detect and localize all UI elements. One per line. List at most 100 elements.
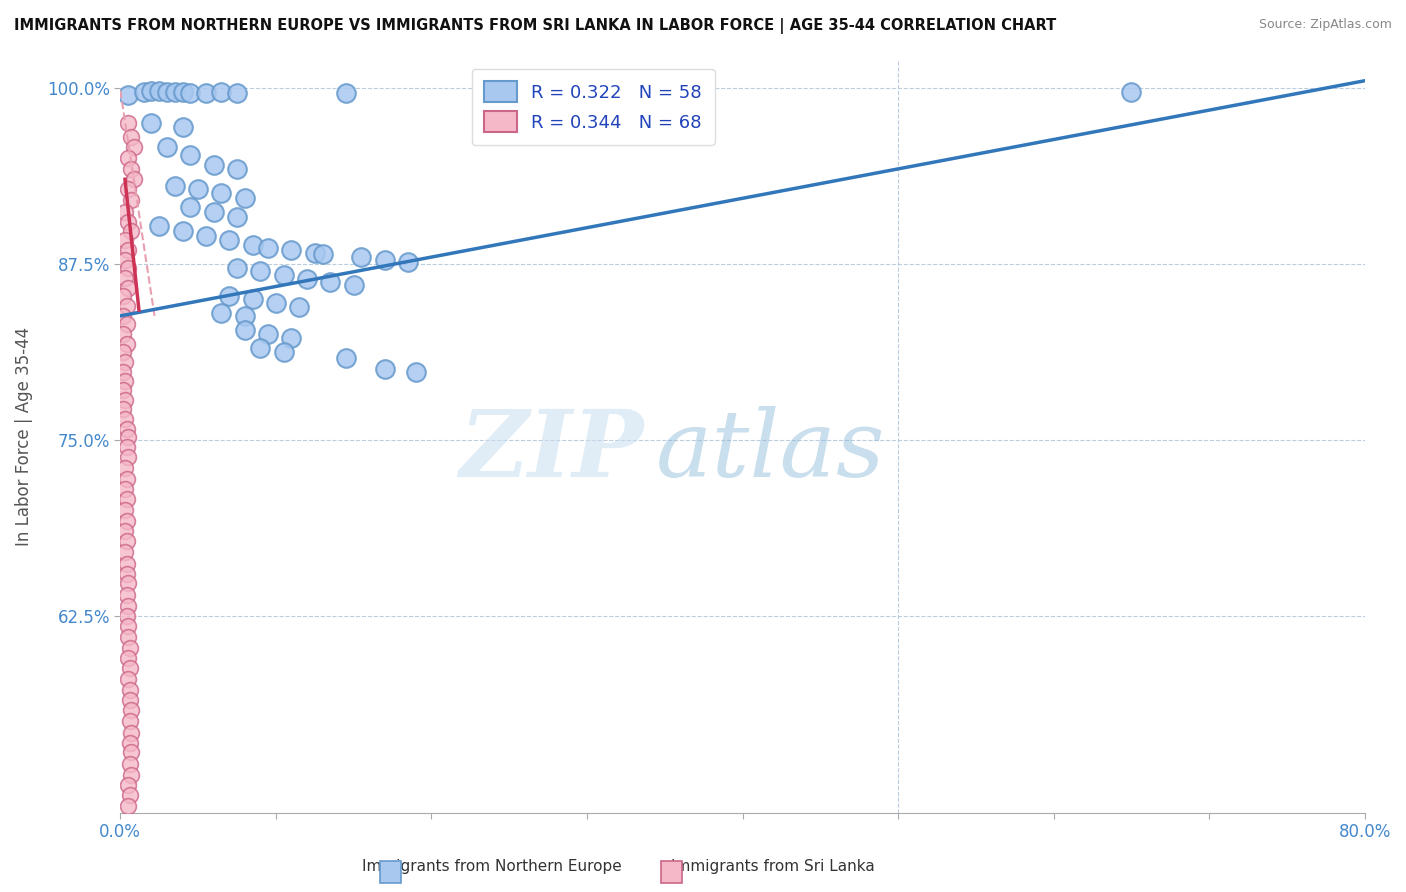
Point [114, 482, 136, 496]
Point [273, 345, 295, 359]
Point [280, 243, 302, 257]
Point [115, 440, 138, 454]
Point [117, 243, 139, 257]
Point [124, 140, 146, 154]
Point [226, 260, 249, 275]
Point [257, 327, 280, 342]
Point [233, 309, 256, 323]
Point [118, 683, 141, 698]
Point [226, 162, 249, 177]
Point [264, 296, 287, 310]
Point [156, 140, 179, 154]
Point [115, 472, 138, 486]
Point [117, 778, 139, 792]
Point [114, 252, 136, 267]
Point [179, 87, 201, 101]
Point [242, 292, 264, 306]
Point [233, 323, 256, 337]
Point [124, 172, 146, 186]
Point [163, 179, 186, 194]
Point [114, 524, 136, 539]
Point [115, 491, 138, 506]
Point [117, 260, 139, 275]
Point [295, 272, 318, 286]
Point [114, 503, 136, 517]
Point [194, 87, 217, 101]
Point [112, 384, 135, 398]
Point [114, 270, 136, 285]
Point [156, 85, 179, 99]
Text: Source: ZipAtlas.com: Source: ZipAtlas.com [1258, 18, 1392, 31]
Point [117, 87, 139, 102]
Point [114, 204, 136, 219]
Point [249, 264, 271, 278]
Point [112, 289, 135, 303]
Point [114, 545, 136, 559]
Point [115, 421, 138, 435]
Point [115, 566, 138, 581]
Point [120, 703, 142, 717]
Point [120, 194, 142, 208]
Point [118, 641, 141, 656]
Point [374, 362, 396, 376]
Point [141, 116, 163, 130]
Point [120, 162, 142, 177]
Point [202, 158, 225, 172]
Point [114, 233, 136, 247]
Point [172, 85, 194, 99]
Point [179, 148, 201, 162]
Point [114, 374, 136, 388]
Point [141, 84, 163, 98]
Point [311, 247, 333, 261]
Point [592, 87, 614, 101]
Point [396, 255, 419, 269]
Text: Immigrants from Northern Europe: Immigrants from Northern Europe [363, 859, 621, 874]
Point [202, 204, 225, 219]
Point [319, 275, 342, 289]
Point [114, 411, 136, 425]
Text: IMMIGRANTS FROM NORTHERN EUROPE VS IMMIGRANTS FROM SRI LANKA IN LABOR FORCE | AG: IMMIGRANTS FROM NORTHERN EUROPE VS IMMIG… [14, 18, 1056, 34]
Point [115, 557, 138, 571]
Point [280, 331, 302, 345]
Point [118, 693, 141, 707]
Point [179, 201, 201, 215]
Point [117, 630, 139, 644]
Legend: R = 0.322   N = 58, R = 0.344   N = 68: R = 0.322 N = 58, R = 0.344 N = 68 [472, 69, 714, 145]
Point [335, 87, 357, 101]
Point [117, 151, 139, 165]
Point [115, 608, 138, 623]
Point [117, 618, 139, 632]
Point [120, 130, 142, 145]
Point [117, 281, 139, 295]
Point [115, 318, 138, 332]
Point [218, 233, 240, 247]
Point [249, 341, 271, 355]
Point [117, 430, 139, 444]
Point [120, 224, 142, 238]
Point [115, 337, 138, 351]
Point [114, 393, 136, 408]
Point [242, 238, 264, 252]
Point [117, 450, 139, 464]
Point [118, 714, 141, 729]
Point [257, 241, 280, 255]
Text: Immigrants from Sri Lanka: Immigrants from Sri Lanka [672, 859, 875, 874]
Point [117, 214, 139, 228]
Point [117, 182, 139, 196]
Point [187, 182, 209, 196]
Point [117, 116, 139, 130]
Point [112, 309, 135, 323]
Point [115, 588, 138, 602]
Point [288, 301, 311, 315]
Point [118, 756, 141, 771]
Point [163, 85, 186, 99]
Point [233, 191, 256, 205]
Point [120, 745, 142, 759]
Point [118, 735, 141, 749]
Point [120, 768, 142, 782]
Point [117, 651, 139, 665]
Point [148, 84, 170, 98]
Text: atlas: atlas [655, 407, 884, 496]
Point [117, 672, 139, 686]
Point [118, 788, 141, 802]
